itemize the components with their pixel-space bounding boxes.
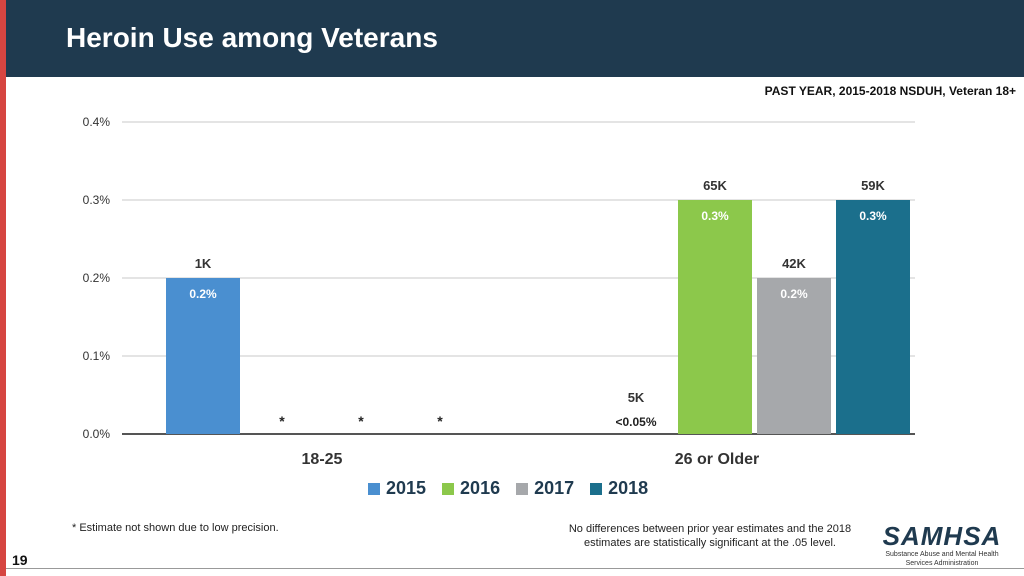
y-tick-label: 0.0% xyxy=(83,427,111,441)
y-tick-label: 0.3% xyxy=(83,193,111,207)
bar-2018-1 xyxy=(836,200,910,434)
bar-value-label: 0.2% xyxy=(780,287,808,301)
logo-wordmark: SAMHSA xyxy=(882,521,1002,551)
y-tick-label: 0.2% xyxy=(83,271,111,285)
y-tick-label: 0.4% xyxy=(83,115,111,129)
bar-base-label: * xyxy=(279,413,285,429)
legend-label-2017: 2017 xyxy=(534,478,575,498)
bar-top-label: 5K xyxy=(628,390,645,405)
legend-label-2016: 2016 xyxy=(460,478,501,498)
logo-subtitle: Substance Abuse and Mental Health Servic… xyxy=(885,551,999,567)
bar-top-label: 65K xyxy=(703,178,727,193)
legend-swatch-2016 xyxy=(442,482,455,495)
legend-item-2018: 2018 xyxy=(590,478,648,499)
bar-base-label: * xyxy=(358,413,364,429)
bar-base-label: <0.05% xyxy=(615,415,656,429)
footer-divider xyxy=(6,568,1024,569)
legend-swatch-2017 xyxy=(516,482,529,495)
left-accent-bar xyxy=(0,0,6,576)
legend-swatch-2018 xyxy=(590,482,603,495)
footnote-significance: No differences between prior year estima… xyxy=(568,523,852,549)
category-label: 18-25 xyxy=(302,451,343,468)
bar-value-label: 0.3% xyxy=(859,209,887,223)
chart-legend: 2015 2016 2017 2018 xyxy=(368,478,648,499)
data-source-note: PAST YEAR, 2015-2018 NSDUH, Veteran 18+ xyxy=(764,84,1016,98)
legend-label-2018: 2018 xyxy=(608,478,649,498)
legend-item-2016: 2016 xyxy=(442,478,500,499)
bar-top-label: 42K xyxy=(782,256,806,271)
bar-2017-1 xyxy=(757,278,831,434)
bar-chart: 0.0% 0.1% 0.2% 0.3% 0.4% 1K 0.2% * * * 18-25 5K <0.0… xyxy=(83,115,915,468)
legend-item-2017: 2017 xyxy=(516,478,574,499)
bar-top-label: 1K xyxy=(195,256,212,271)
bar-value-label: 0.3% xyxy=(701,209,729,223)
legend-label-2015: 2015 xyxy=(386,478,427,498)
bar-value-label: 0.2% xyxy=(189,287,217,301)
page-title: Heroin Use among Veterans xyxy=(66,22,438,53)
bar-base-label: * xyxy=(437,413,443,429)
footnote-precision: * Estimate not shown due to low precisio… xyxy=(72,522,279,534)
category-label: 26 or Older xyxy=(675,451,759,468)
bar-top-label: 59K xyxy=(861,178,885,193)
y-tick-label: 0.1% xyxy=(83,349,111,363)
page-number: 19 xyxy=(12,552,28,568)
bar-2015-0 xyxy=(166,278,240,434)
header-banner: Heroin Use among Veterans xyxy=(6,0,1024,77)
bar-2016-1 xyxy=(678,200,752,434)
samhsa-logo: SAMHSA Substance Abuse and Mental Health… xyxy=(882,522,1002,568)
legend-swatch-2015 xyxy=(368,482,380,495)
legend-item-2015: 2015 xyxy=(368,478,426,499)
